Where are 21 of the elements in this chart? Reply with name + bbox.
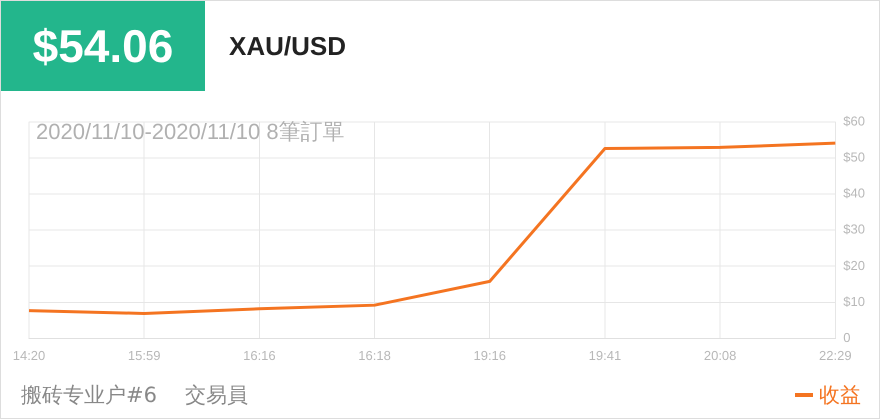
y-tick-label: $40 <box>843 186 866 201</box>
legend-label: 收益 <box>819 382 861 409</box>
text: $54.06 <box>1 1 205 91</box>
x-tick-label: 16:16 <box>243 348 276 363</box>
y-tick-label: $10 <box>843 294 866 309</box>
text: 交易員 <box>184 382 248 409</box>
x-tick-label: 19:41 <box>588 348 622 363</box>
x-tick-label: 22:29 <box>819 348 852 363</box>
y-tick-label: $60 <box>843 113 866 128</box>
x-tick-label: 19:16 <box>473 348 506 363</box>
text: 搬砖专业户#6 <box>21 382 157 409</box>
y-tick-label: $50 <box>843 149 866 164</box>
chart-subtitle: 2020/11/10-2020/11/10 8筆訂單 <box>36 118 345 146</box>
x-tick-label: 16:18 <box>358 348 391 363</box>
x-tick-label: 14:20 <box>12 348 46 363</box>
y-tick-label: 0 <box>843 330 851 345</box>
chart-title: XAU/USD <box>229 31 346 62</box>
y-tick-label: $20 <box>843 258 866 273</box>
x-tick-label: 15:59 <box>128 348 160 363</box>
y-tick-label: $30 <box>843 222 866 237</box>
x-tick-label: 20:08 <box>704 348 736 363</box>
